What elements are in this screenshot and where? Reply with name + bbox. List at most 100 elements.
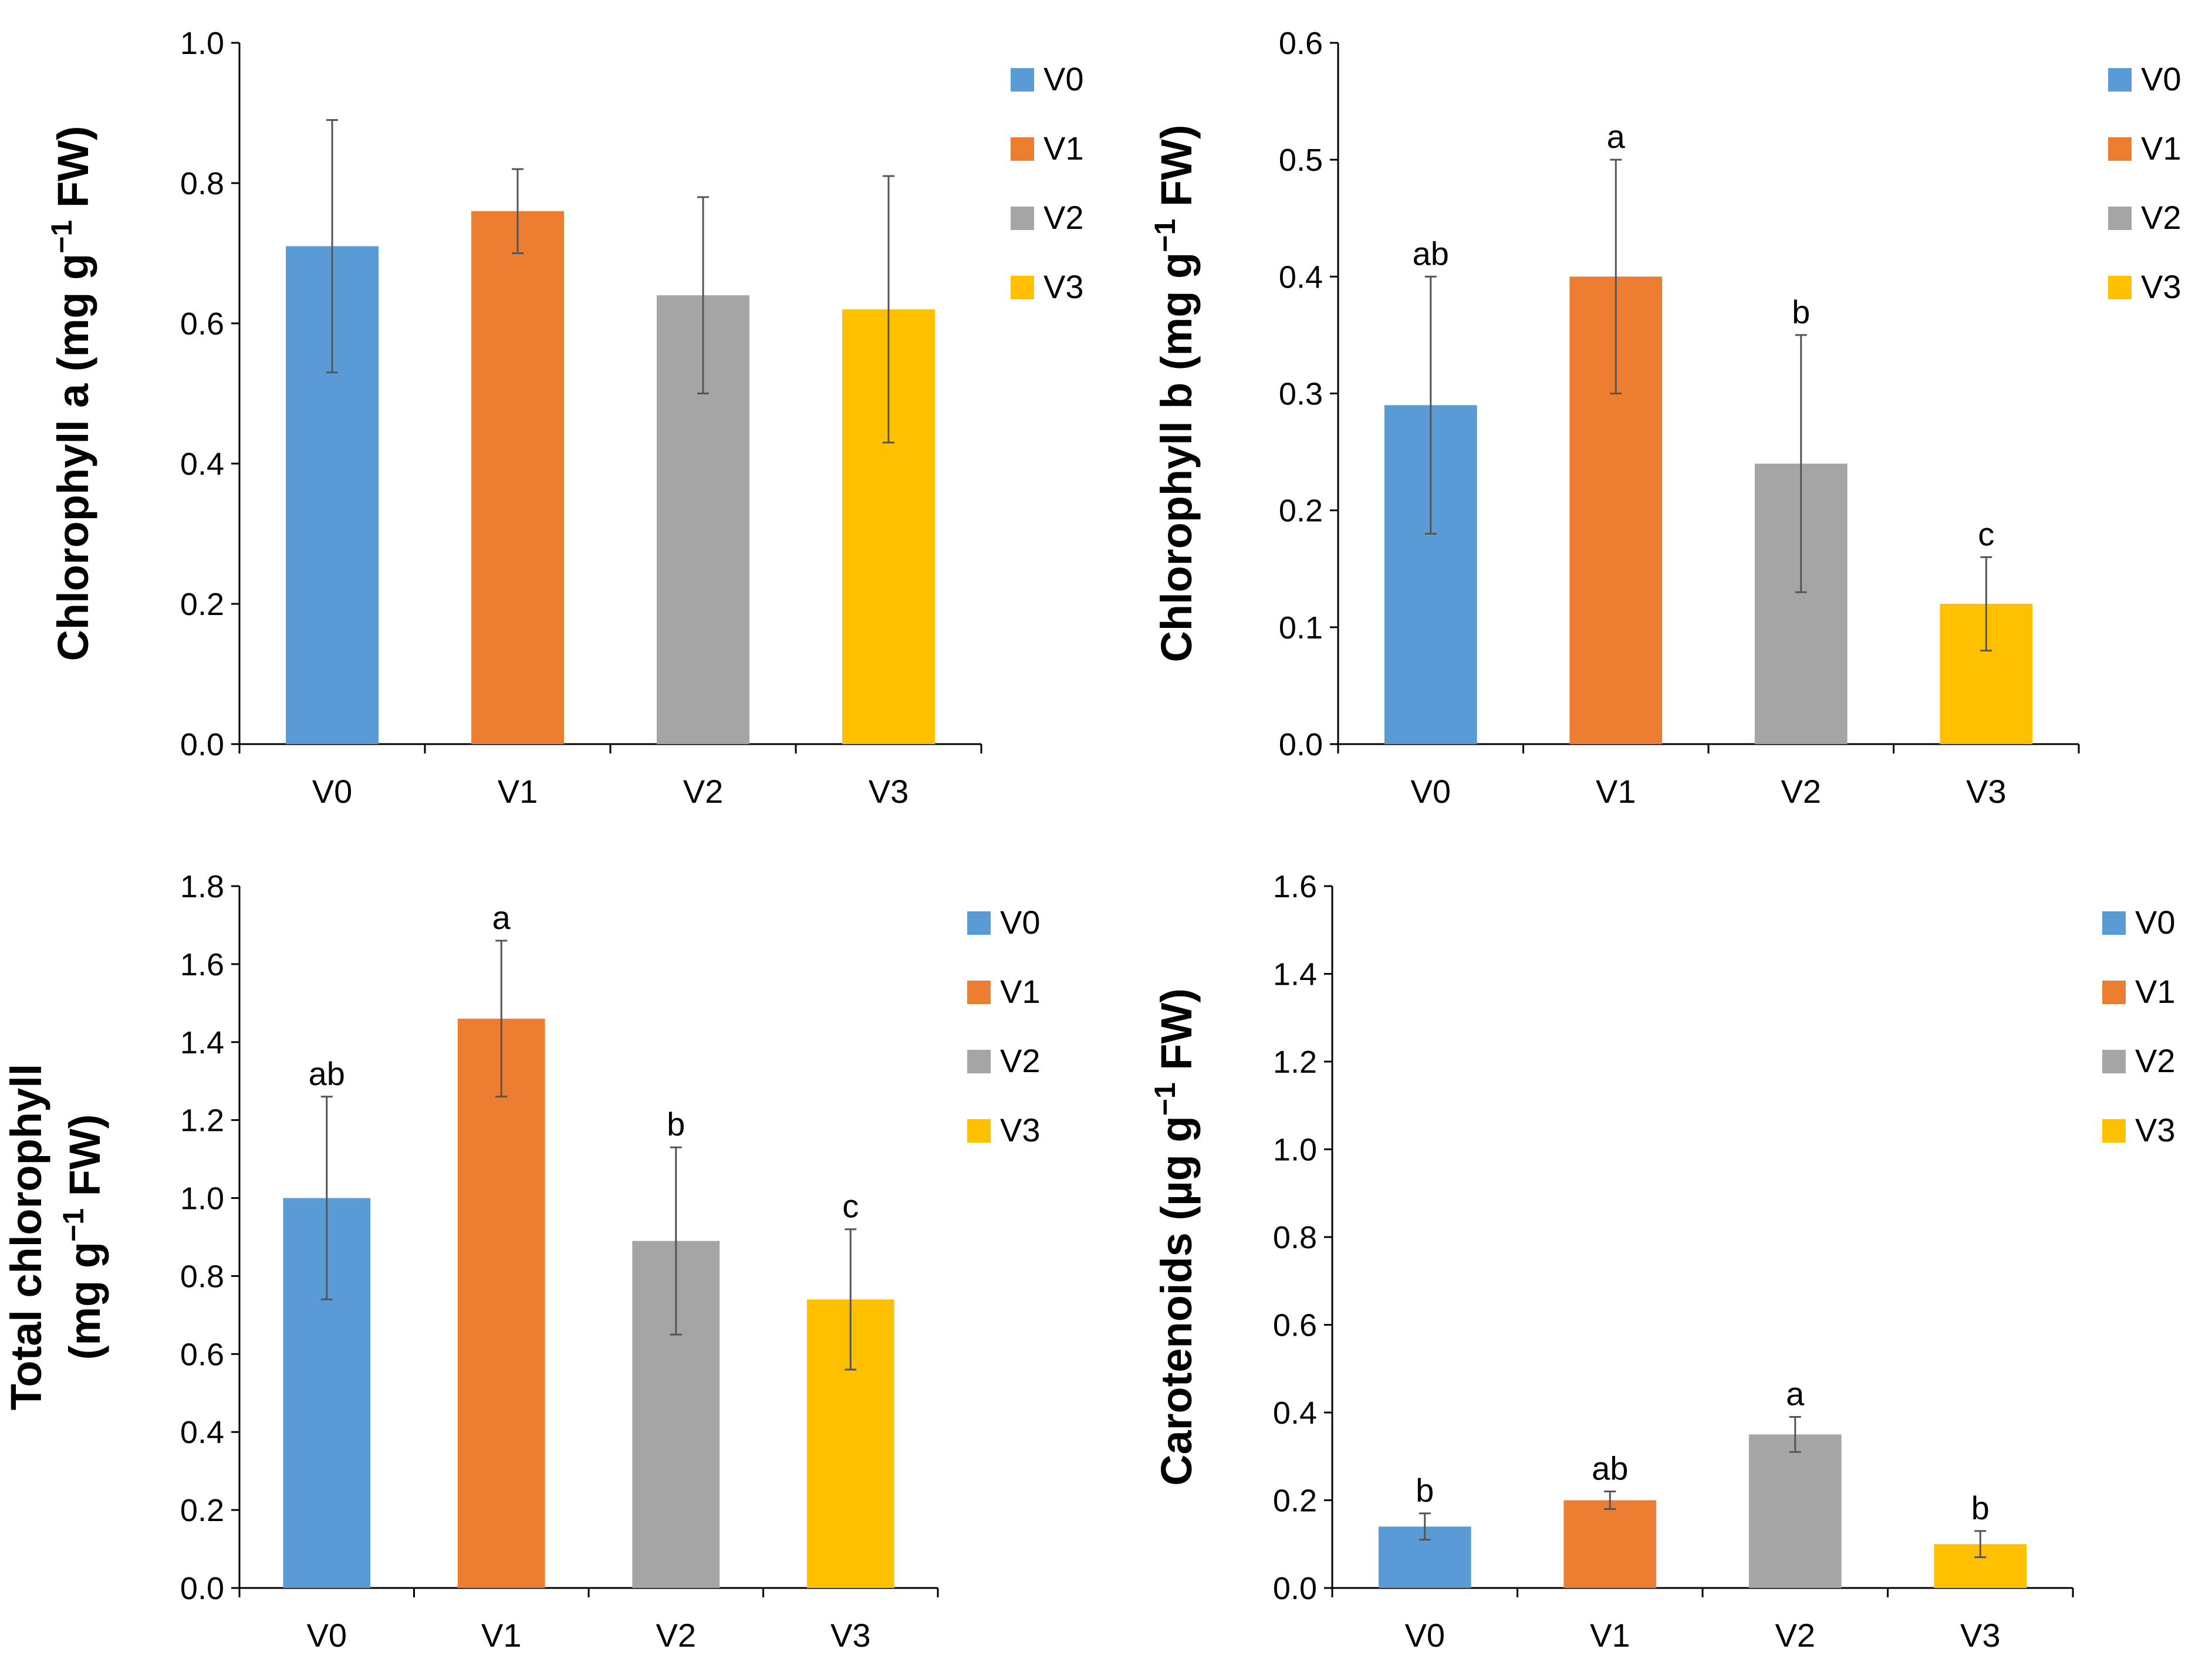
chart-panel-4: 0.0 0.2 0.4 0.6 0.8 1.0 1.2 1.4 1.6 b V0 ab V1 a V2 b V3… [1149,869,2176,1654]
chart-panel-1: 0.0 0.2 0.4 0.6 0.8 1.0 V0 V1 V2 V3 V0 V1 V2 V3 Chloro… [45,26,1084,810]
y-tick-label: 1.0 [180,1181,224,1217]
y-tick-label: 0.4 [180,1415,224,1450]
legend-swatch-v2 [967,1050,991,1073]
legend-swatch-v1 [967,981,991,1004]
y-axis-title-part: (mg g [60,1242,109,1360]
y-axis-title-superscript: −1 [1149,219,1181,252]
legend-swatch-v3 [967,1119,991,1143]
y-axis-title-superscript: −1 [57,1208,90,1242]
y-tick-label: 0.6 [1273,1308,1317,1343]
legend-label-v3: V3 [2135,1111,2176,1148]
y-tick-label: 0.4 [180,447,224,482]
y-tick-label: 1.8 [180,869,224,904]
legend-swatch-v2 [2108,207,2132,230]
y-axis-title-superscript: −1 [1149,1082,1181,1116]
y-tick-label: 0.0 [180,727,224,762]
significance-letter: b [1416,1472,1434,1509]
legend-swatch-v2 [2102,1050,2126,1073]
y-axis-title-part: FW) [1152,124,1201,218]
legend-label-v3: V3 [1043,268,1084,305]
x-tick-label: V2 [683,773,724,810]
significance-letter: b [1971,1489,1990,1526]
y-tick-label: 0.5 [1279,143,1323,178]
x-tick-label: V1 [1590,1617,1630,1654]
y-tick-label: 1.0 [180,26,224,61]
y-tick-label: 0.2 [180,1493,224,1528]
bar-v1 [1563,1500,1657,1588]
legend-label-v2: V2 [2141,199,2181,236]
y-tick-label: 1.6 [1273,869,1317,904]
legend-swatch-v3 [1011,276,1034,299]
legend-swatch-v3 [2108,276,2132,299]
legend-swatch-v0 [1011,68,1034,92]
y-axis-title: Total chlorophyll [2,1064,50,1411]
y-tick-label: 0.0 [180,1571,224,1606]
y-axis-title: Chlorophyll b (mg g−1 FW) [1149,124,1201,662]
x-tick-label: V3 [1960,1617,2001,1654]
x-tick-label: V2 [1781,773,1822,810]
bar-v1 [471,211,564,744]
y-tick-label: 1.4 [1273,957,1317,992]
chart-panel-3: 0.0 0.2 0.4 0.6 0.8 1.0 1.2 1.4 1.6 1.8 ab V0 a V1 b V2… [2,869,1041,1654]
y-tick-label: 0.2 [1279,494,1323,529]
y-tick-label: 0.8 [180,1259,224,1294]
x-tick-label: V0 [312,773,353,810]
legend-label-v2: V2 [1043,199,1084,236]
y-tick-label: 1.4 [180,1025,224,1060]
y-tick-label: 0.8 [180,166,224,201]
x-tick-label: V3 [1966,773,2007,810]
y-tick-label: 0.8 [1273,1220,1317,1255]
x-tick-label: V2 [1775,1617,1816,1654]
legend-swatch-v0 [2108,68,2132,92]
chart-panel-2: 0.0 0.1 0.2 0.3 0.4 0.5 0.6 ab V0 a V1 b V2 c V3 V0 V1 V2… [1149,26,2181,810]
legend-label-v1: V1 [2135,973,2176,1010]
legend-swatch-v1 [2102,981,2126,1004]
significance-letter: ab [1592,1450,1628,1487]
legend-label-v0: V0 [2141,60,2181,97]
y-tick-label: 0.6 [1279,26,1323,61]
legend-label-v3: V3 [2141,268,2181,305]
y-axis-title: Chlorophyll a (mg g−1 FW) [45,126,97,661]
x-tick-label: V2 [656,1617,697,1654]
y-axis-title-superscript: −1 [45,220,78,254]
y-tick-label: 1.6 [180,947,224,982]
legend-label-v2: V2 [1000,1042,1041,1079]
bar-v2 [1748,1434,1842,1588]
x-tick-label: V0 [1411,773,1451,810]
legend-label-v0: V0 [1000,904,1041,941]
y-axis-title-part: FW) [60,1114,109,1208]
y-axis-title-part: Carotenoids (µg g [1152,1116,1201,1486]
x-tick-label: V1 [481,1617,522,1654]
y-axis-title: Carotenoids (µg g−1 FW) [1149,988,1201,1486]
x-tick-label: V3 [869,773,909,810]
x-tick-label: V3 [830,1617,871,1654]
legend-swatch-v2 [1011,207,1034,230]
legend-swatch-v1 [1011,137,1034,161]
bar-v1 [457,1018,545,1588]
significance-letter: ab [309,1055,345,1092]
y-axis-title-part: Chlorophyll b (mg g [1152,252,1201,663]
legend-label-v0: V0 [2135,904,2176,941]
legend-swatch-v1 [2108,137,2132,161]
y-tick-label: 0.0 [1279,727,1323,762]
y-axis-title-part: Total chlorophyll [2,1064,50,1411]
y-tick-label: 1.0 [1273,1133,1317,1168]
y-tick-label: 0.4 [1279,259,1323,295]
y-axis-title: (mg g−1 FW) [57,1114,109,1360]
legend-swatch-v0 [967,911,991,935]
y-tick-label: 0.6 [180,306,224,342]
x-tick-label: V1 [498,773,538,810]
y-tick-label: 0.0 [1273,1571,1317,1606]
legend-label-v1: V1 [1043,130,1084,167]
y-axis-title-part: FW) [49,126,97,219]
legend-label-v1: V1 [1000,973,1041,1010]
x-tick-label: V1 [1596,773,1636,810]
significance-letter: c [842,1188,859,1225]
legend-swatch-v3 [2102,1119,2126,1143]
y-tick-label: 0.6 [180,1337,224,1372]
legend-label-v1: V1 [2141,130,2181,167]
x-tick-label: V0 [1405,1617,1446,1654]
legend-label-v2: V2 [2135,1042,2176,1079]
significance-letter: b [1792,293,1810,330]
